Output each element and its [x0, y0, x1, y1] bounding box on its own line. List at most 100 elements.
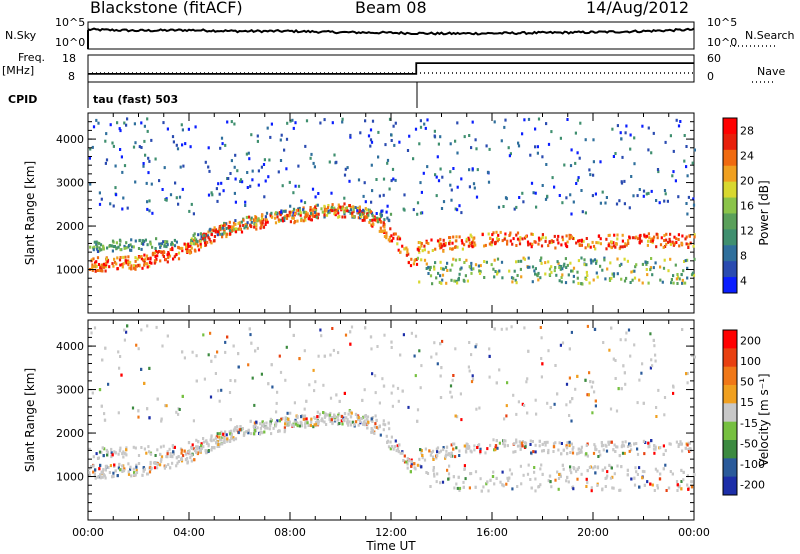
power-cell [690, 273, 694, 277]
power-cell [419, 119, 422, 123]
power-cell [515, 260, 518, 264]
power-cell [541, 155, 544, 159]
power-cell [672, 170, 675, 174]
power-cell [409, 264, 413, 268]
power-cell [601, 190, 604, 194]
velocity-cell [229, 439, 232, 443]
velocity-cell [627, 328, 631, 332]
velocity-cell [101, 470, 104, 474]
power-cell [686, 212, 689, 216]
velocity-cell [682, 470, 685, 474]
power-cell [151, 211, 154, 215]
colorbar-swatch [723, 476, 737, 496]
velocity-cell [337, 413, 340, 417]
velocity-cell [403, 460, 407, 464]
power-cell [471, 120, 474, 124]
velocity-cell [312, 425, 315, 429]
power-cell [685, 242, 688, 246]
velocity-cell [591, 411, 594, 415]
velocity-cell [251, 376, 254, 380]
velocity-cell [389, 440, 392, 444]
power-cell [379, 212, 382, 216]
velocity-cell [390, 340, 393, 344]
power-cell [343, 202, 346, 206]
velocity-cell [505, 327, 508, 331]
power-cell [108, 265, 111, 269]
velocity-cell [263, 430, 266, 434]
power-cell [371, 213, 374, 217]
power-cell [129, 260, 132, 264]
velocity-cell [203, 377, 206, 381]
power-cell [446, 269, 449, 272]
power-cell [521, 132, 524, 136]
power-cell [557, 261, 560, 265]
power-cell [487, 180, 491, 184]
power-cell [242, 224, 245, 227]
velocity-cell [121, 452, 124, 456]
velocity-cell [101, 358, 104, 362]
power-cell [641, 124, 644, 128]
power-cell [297, 208, 300, 212]
power-cell [352, 209, 355, 213]
power-cell [343, 212, 346, 216]
velocity-cell [371, 429, 374, 433]
velocity-cell [549, 406, 552, 409]
velocity-cell [172, 446, 175, 450]
velocity-cell [192, 447, 195, 451]
power-cell [148, 264, 151, 268]
velocity-cell [519, 464, 522, 468]
power-cell [517, 259, 520, 263]
velocity-cell [467, 444, 471, 448]
velocity-cell [663, 413, 666, 417]
power-cell [224, 143, 227, 147]
velocity-cell [317, 354, 320, 358]
power-cell [294, 121, 297, 125]
power-cell [292, 207, 296, 211]
power-cell [239, 180, 242, 183]
power-cell [442, 238, 445, 242]
power-cell [210, 191, 213, 195]
velocity-cell [224, 340, 227, 344]
velocity-cell [676, 489, 679, 492]
power-cell [263, 195, 266, 199]
velocity-cell [314, 421, 318, 424]
power-cell [471, 245, 474, 249]
power-cell [189, 145, 192, 149]
power-cell [216, 199, 219, 203]
velocity-cell [181, 350, 184, 354]
colorbar-swatch [723, 245, 737, 262]
velocity-cell [495, 439, 498, 443]
velocity-cell [323, 411, 326, 415]
power-cell [277, 170, 280, 174]
power-cell [436, 239, 440, 243]
power-cell [536, 151, 539, 155]
velocity-cell [610, 440, 613, 444]
power-cell [352, 205, 355, 209]
power-cell [614, 245, 617, 249]
velocity-cell [286, 421, 289, 424]
power-cell [277, 218, 280, 222]
velocity-cell [204, 449, 207, 453]
velocity-cell [435, 456, 438, 460]
power-cell [597, 234, 601, 238]
power-cell [680, 273, 683, 277]
power-cell [348, 204, 351, 207]
velocity-cell [350, 325, 354, 329]
velocity-cell [524, 445, 527, 449]
power-cell [417, 246, 420, 250]
colorbar-swatch [723, 366, 737, 386]
power-cell [371, 224, 374, 228]
power-cell [104, 261, 107, 265]
power-cell [144, 262, 147, 266]
velocity-cell [370, 347, 373, 351]
power-cell [478, 272, 482, 275]
power-cell [419, 211, 423, 215]
power-cell [655, 245, 658, 249]
velocity-cell [593, 443, 596, 447]
power-cell [472, 237, 475, 241]
velocity-cell [100, 404, 103, 408]
velocity-cell [94, 476, 97, 480]
power-cell [344, 207, 347, 210]
power-cell [590, 261, 593, 265]
